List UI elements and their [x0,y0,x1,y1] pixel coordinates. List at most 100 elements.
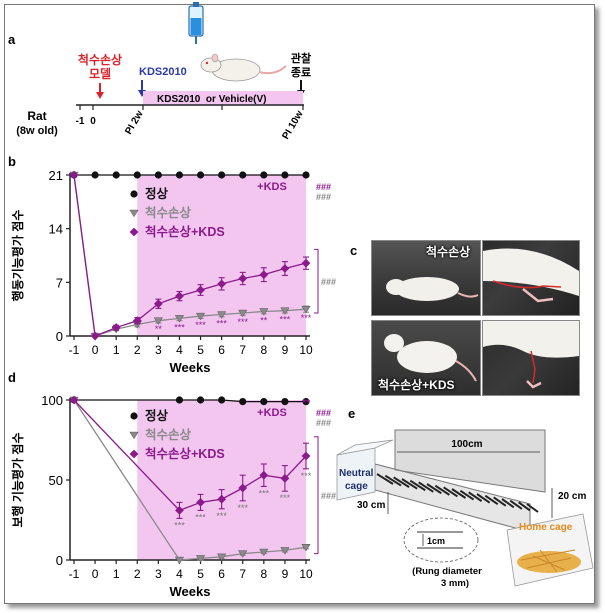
x-tick-label: 8 [260,567,267,581]
drug-label: KDS2010 [139,66,187,78]
x-tick-label: 10 [299,567,313,581]
leg-photo-icon [483,321,579,389]
y-axis-title: 행동기능평가 점수 [10,210,25,302]
rung [384,474,402,487]
data-point [259,270,269,280]
data-point [302,171,310,179]
rung [451,488,467,499]
rung [443,486,458,498]
legend-marker [130,190,138,198]
photo-injury-whole: 척수손상 [371,240,481,316]
legend-marker [129,431,139,440]
data-point [280,547,290,555]
rat-photo-icon [384,334,477,382]
legend-marker [129,449,139,459]
x-tick-label: 0 [92,567,99,581]
significance-star: *** [237,503,248,513]
tl-tick-0: 0 [90,116,96,127]
sig-bracket-label: ### [321,491,336,501]
panel-letter: d [8,370,16,385]
series-1 [69,396,311,565]
x-tick-label: 3 [155,343,162,357]
data-point [216,311,227,319]
significance-star: *** [195,320,206,330]
series-line [73,399,307,561]
x-tick-label: 2 [134,567,141,581]
data-point [218,171,226,179]
tl-tick-minus1: -1 [76,116,85,127]
data-point [196,498,205,507]
x-tick-label: 5 [197,567,204,581]
y-tick-label: 100 [41,393,63,408]
rung-detail-circle [403,517,479,563]
end-label-line1: 관찰 [291,51,311,65]
y-tick-label: 50 [49,473,63,488]
rung [434,484,450,496]
photo-label-kds: 척수손상+KDS [378,378,455,392]
x-tick-label: 1 [113,567,120,581]
timeline-panel: a 척수손상 모델 KDS2010 관찰 종료 KDS2010 or Vehic… [8,2,311,141]
data-point [217,494,227,504]
leg-photo-icon [483,248,579,303]
data-point [217,279,227,289]
series-2 [69,170,311,341]
rung [401,478,418,490]
rat-icon [200,53,287,82]
rung [393,476,410,488]
rung [418,481,434,493]
legend-label: 척수손상 [145,427,192,442]
age-label: (8w old) [16,125,58,137]
sig-bracket-label: ### [321,277,336,287]
x-tick-label: -1 [69,567,80,581]
series-line [73,174,307,337]
x-tick-label: 4 [176,343,183,357]
data-point [153,317,164,325]
top-star: ** [302,398,310,409]
data-point [175,291,184,301]
x-axis-title: Weeks [170,584,211,599]
neutral-cage-label-2: cage [345,481,368,492]
data-point [260,398,268,406]
rung [493,496,507,507]
x-tick-label: 7 [239,567,246,581]
treatment-bar-label: KDS2010 or Vehicle(V) [157,94,267,105]
height-label: 20 cm [558,491,586,502]
data-point [259,548,269,557]
depth-label: 30 cm [357,500,385,511]
data-point [196,171,205,179]
injury-label-line2: 모델 [89,67,111,81]
sig-top-gray: ### [316,192,331,202]
data-point [111,323,121,332]
photo-kds-leg [482,320,580,396]
significance-star: *** [216,319,227,329]
legend-label: 정상 [145,408,169,423]
data-point [174,315,185,323]
kds-tag: +KDS [257,181,287,193]
rung [376,473,394,485]
data-point [196,396,205,404]
y-axis-title: 보행 기능평가 점수 [10,433,25,528]
rung [526,503,539,513]
x-tick-label: 6 [218,343,225,357]
rung [476,493,491,504]
ladder-rungs [376,473,539,513]
x-tick-label: 4 [176,567,183,581]
x-tick-label: 6 [218,567,225,581]
rung-diameter-line2: 3 mm) [441,578,469,589]
bottle-icon [188,2,204,44]
rung [509,499,523,510]
neutral-cage [336,439,394,501]
data-point [133,171,141,179]
data-point [195,555,206,563]
panel-letter: b [8,154,16,169]
significance-star: *** [280,315,291,325]
significance-star: *** [195,512,206,522]
rung [459,489,475,501]
y-tick-label: 0 [56,553,63,568]
data-point [175,396,184,404]
data-point [154,171,162,179]
data-point [239,171,247,179]
